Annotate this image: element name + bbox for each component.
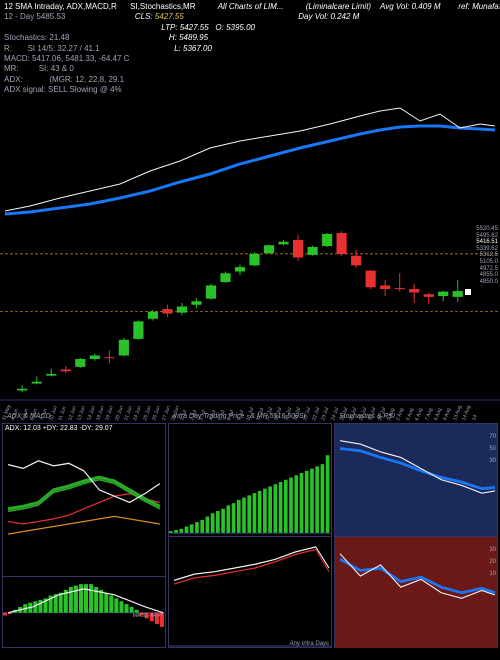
intraday-panel: Intra Day Trading Price & MR 5516.509SI …: [168, 423, 332, 648]
adx-label: ADX:: [4, 75, 23, 84]
open-label: O:: [215, 23, 223, 32]
intra-caption: Any Intra Days: [290, 641, 329, 647]
adx-title: ADX & MACD: [5, 412, 53, 421]
adx-lines-svg: [3, 433, 165, 585]
chart-header: 12 SMA Intraday, ADX,MACD,R SI,Stochasti…: [0, 0, 500, 86]
r-label: R:: [4, 44, 12, 53]
bottom-panels: ADX & MACD ADX: 12.03 +DY: 22.83 -DY: 29…: [0, 423, 500, 648]
cls-value: 5427.55: [155, 12, 184, 21]
intra-title-left: Intra Day Trading Price: [173, 413, 244, 420]
studies-list-2: SI,Stochastics,MR: [130, 2, 195, 11]
intraday-bars-svg: [169, 424, 331, 536]
avg-vol-label: Avg Vol:: [380, 2, 409, 11]
day-vol-value: 0.242 M: [330, 12, 359, 21]
macd-value: 5417.06, 5481.33, -64.47 C: [32, 54, 129, 63]
candle-svg: [0, 226, 500, 401]
avg-vol-value: 0.409 M: [412, 2, 441, 11]
stoch-value: 21.48: [49, 33, 69, 42]
upper-line-svg: [0, 86, 500, 226]
stoch-title-right: SI: [388, 413, 395, 420]
intraday-line-svg: [169, 537, 331, 649]
ref-site: ref: MunafaSutra.com: [458, 2, 500, 11]
ltp-label: LTP:: [161, 23, 177, 32]
rsi-label: SI 14/5:: [28, 44, 56, 53]
day-vol-label: Day Vol:: [298, 12, 328, 21]
open-value: 5395.00: [226, 23, 255, 32]
macd-value-label: MACD -64.47: [133, 613, 163, 619]
stoch-scale: 705030: [489, 434, 496, 464]
low-value: 5367.00: [183, 44, 212, 53]
mr-value: SI: 43 & 0: [39, 64, 74, 73]
macd-svg: [3, 577, 165, 648]
rsi-value: 32.27 / 41.1: [57, 44, 99, 53]
cls-label: CLS:: [135, 12, 153, 21]
macd-label: MACD:: [4, 54, 30, 63]
company-name: (Liminalcare Limit): [306, 2, 371, 11]
studies-list: 12 SMA Intraday, ADX,MACD,R: [4, 2, 117, 11]
high-label: H:: [169, 33, 177, 42]
stochastics-panel: Stochastics & RSI 705030 302010: [334, 423, 498, 648]
intra-title-right: & MR 5516.509SI: [250, 413, 305, 420]
high-value: 5489.95: [179, 33, 208, 42]
candle-price-labels: 5520.455495.625416.515339.625312.55105.0…: [476, 226, 498, 285]
stoch-label: Stochastics:: [4, 33, 47, 42]
mr-label: MR:: [4, 64, 19, 73]
low-label: L:: [174, 44, 181, 53]
candle-chart: 5520.455495.625416.515339.625312.55105.0…: [0, 226, 500, 401]
ltp-value: 5427.55: [180, 23, 209, 32]
upper-line-chart: [0, 86, 500, 226]
sma-label: 12 - Day 5485.53: [4, 12, 65, 21]
charts-of: All Charts of LIM...: [218, 2, 284, 11]
stoch-scale-bot: 302010: [489, 547, 496, 577]
stoch-bot-svg: [335, 537, 497, 649]
adx-macd-panel: ADX & MACD ADX: 12.03 +DY: 22.83 -DY: 29…: [2, 423, 166, 648]
adx-headline: ADX: 12.03 +DY: 22.83 -DY: 29.07: [3, 424, 165, 433]
adx-value: (MGR: 12, 22.8, 29.1: [49, 75, 124, 84]
stoch-top-svg: [335, 424, 497, 536]
stoch-title: Stochastics & R: [339, 413, 388, 420]
